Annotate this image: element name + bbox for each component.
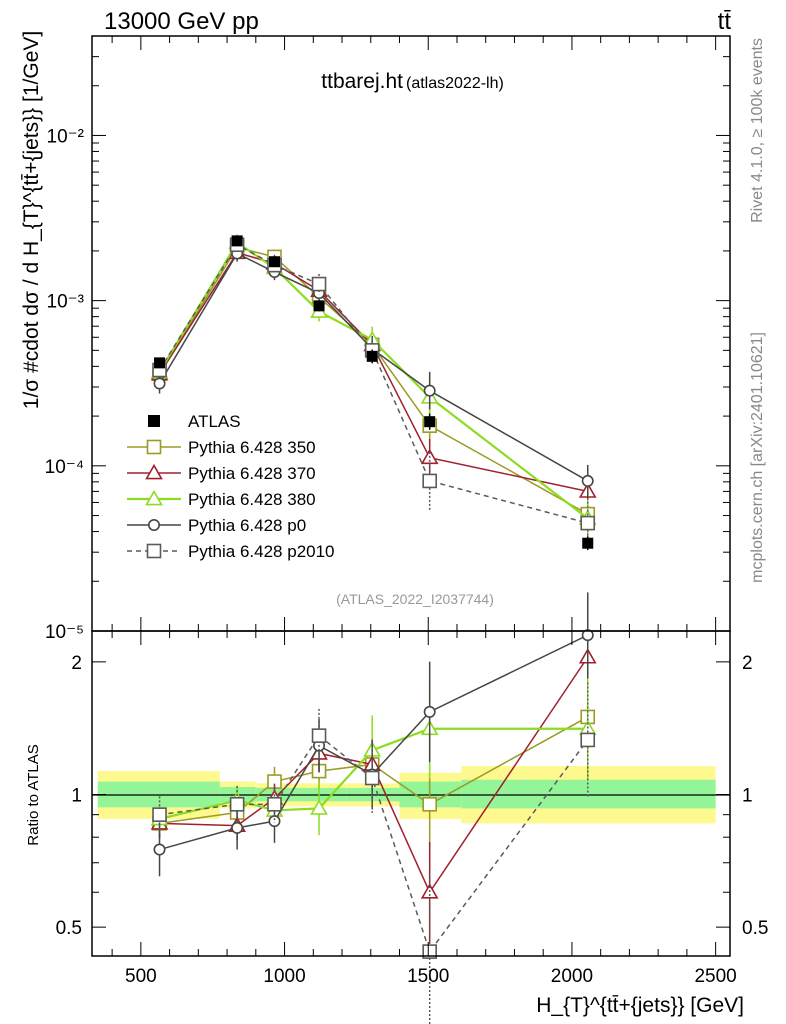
data-point-atlas [366,350,378,362]
x-tick-label: 2000 [551,966,593,987]
legend-marker [148,415,160,427]
legend-marker [145,463,163,480]
ratio-point [153,843,166,856]
ratio-point [310,799,328,815]
main-panel: 10⁻⁵ 10⁻⁴ 10⁻³ 10⁻² ttbarej.ht (atlas2022-l… [45,35,731,643]
ratio-point [152,807,167,822]
ratio-point [581,629,594,642]
series-3 [153,245,594,497]
plot-subtitle: (atlas2022-lh) [406,75,504,92]
y-tick-label-ratio: 0.5 [742,918,768,939]
data-point-atlas [313,300,325,312]
legend-item: Pythia 6.428 370 [127,463,316,483]
legend-marker [146,439,162,455]
x-tick-label: 500 [125,966,157,987]
legend-label: Pythia 6.428 p0 [188,516,306,535]
y-tick-label-ratio: 1 [742,785,753,806]
ratio-point [580,732,596,748]
legend-marker [145,489,163,506]
ratio-point [422,944,437,959]
legend-label: Pythia 6.428 380 [188,490,316,509]
y-tick-label-ratio: 2 [71,653,82,674]
legend-item: Pythia 6.428 p2010 [127,542,335,561]
legend-marker [148,518,161,531]
legend: ATLAS Pythia 6.428 350 Pythia 6.428 370 Pyt… [127,412,335,561]
data-point-atlas [231,235,243,247]
data-point [153,377,166,390]
legend-label: ATLAS [188,412,241,431]
y-tick-label-main: 10⁻² [47,126,85,147]
x-axis-label: H_{T}^{tt̄+{jets}} [GeV] [536,994,744,1017]
y-tick-label-ratio: 0.5 [56,918,82,939]
y-tick-label-main: 10⁻³ [47,292,85,313]
ratio-point [231,821,244,834]
legend-marker [146,543,162,559]
ratio-point [267,797,282,812]
y-tick-label-main: 10⁻⁴ [45,457,84,478]
ratio-series-4 [152,682,596,1024]
data-point [311,276,327,292]
legend-item: Pythia 6.428 380 [127,489,316,509]
series-atlas [154,235,594,551]
legend-label: Pythia 6.428 350 [188,438,316,457]
legend-label: Pythia 6.428 370 [188,464,316,483]
x-tick-label: 1000 [263,966,305,987]
y-axis-label-main: 1/σ #cdot dσ / d H_{T}^{tt̄+{jets}} [1/G… [20,31,43,409]
data-point [422,473,437,489]
data-point-atlas [154,357,166,369]
data-point [423,384,436,397]
legend-label: Pythia 6.428 p2010 [188,542,335,561]
header-right: tt̄ [718,8,732,35]
legend-item: Pythia 6.428 p0 [127,516,306,535]
data-point [581,474,594,487]
y-axis-label-ratio: Ratio to ATLAS [25,744,42,845]
data-point-atlas [582,537,594,549]
legend-item: ATLAS [148,412,241,431]
mcplots-label: mcplots.cern.ch [arXiv:2401.10621] [749,332,766,583]
ratio-band-inner [461,779,716,809]
x-tick-label: 2500 [694,966,736,987]
ratio-frame [91,630,731,957]
data-point-atlas [424,416,436,428]
ratio-point [268,815,281,828]
x-tick-label: 1500 [407,966,449,987]
ratio-point [423,705,436,718]
plot-title: ttbarej.ht [321,70,403,93]
ratio-panel: 0.5 0.51 12 2500 1000 1500 2000 2500 [56,592,768,1024]
ratio-point [311,728,327,743]
y-tick-label-main: 10⁻⁵ [45,622,84,643]
y-tick-label-ratio: 2 [742,653,753,674]
y-tick-label-ratio: 1 [71,785,82,806]
data-point [580,515,596,531]
legend-item: Pythia 6.428 350 [127,438,316,457]
header-left: 13000 GeV pp [104,8,259,35]
rivet-label: Rivet 4.1.0, ≥ 100k events [749,38,766,223]
ratio-point [229,797,245,812]
plot-watermark: (ATLAS_2022_I2037744) [336,591,494,607]
ratio-point [364,770,380,786]
ratio-series-3 [153,592,594,877]
data-point-atlas [268,256,280,268]
ratio-point [422,797,437,812]
